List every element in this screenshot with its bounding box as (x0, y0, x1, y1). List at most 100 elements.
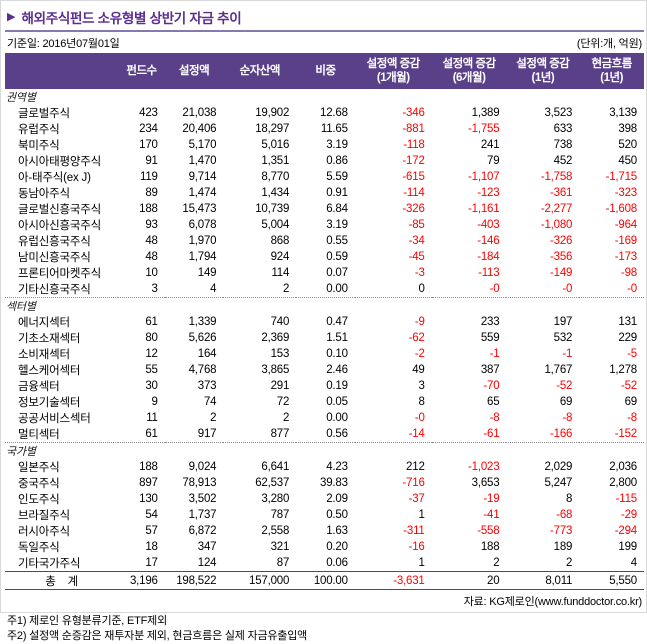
value-cell: 3 (151, 283, 158, 295)
value-cell: -29 (620, 509, 637, 521)
value-cell: -8 (489, 412, 500, 424)
value-cell: 3,502 (188, 493, 217, 505)
value-cell: 20,406 (182, 123, 217, 135)
value-cell: 2,029 (544, 461, 573, 473)
value-cell: -0 (489, 283, 500, 295)
value-cell: 0.20 (326, 541, 348, 553)
value-cell: 198,522 (164, 571, 224, 590)
value-cell: 2 (493, 557, 500, 569)
value-cell: 20 (431, 571, 507, 590)
value-cell: 164 (197, 348, 217, 360)
value-cell: -294 (614, 525, 637, 537)
table-row: 인도주식 130 3,502 3,280 2.09 -37 -19 8 -115 (5, 491, 644, 507)
value-cell: 3,865 (261, 364, 290, 376)
value-cell: -34 (408, 235, 425, 247)
row-label: 독일주식 (18, 542, 60, 554)
value-cell: 917 (197, 428, 217, 440)
value-cell: 9,024 (188, 461, 217, 473)
value-cell: -14 (408, 428, 425, 440)
unit-label: (단위:개, 억원) (576, 38, 642, 50)
table-row: 아시아태평양주식 91 1,470 1,351 0.86 -172 79 452 450 (5, 153, 644, 169)
value-cell: 0.05 (326, 396, 348, 408)
value-cell: -361 (550, 187, 573, 199)
value-cell: 2.09 (326, 493, 348, 505)
table-row: 유럽신흥국주식 48 1,970 868 0.55 -34 -146 -326 -169 (5, 233, 644, 249)
value-cell: 423 (139, 107, 158, 119)
row-label: 프론티어마켓주식 (18, 268, 102, 280)
table-row: 소비재섹터 12 164 153 0.10 -2 -1 -1 -5 (5, 346, 644, 362)
row-label: 유럽주식 (18, 124, 60, 136)
value-cell: 9 (151, 396, 158, 408)
value-cell: 3,653 (471, 477, 500, 489)
value-cell: 18,297 (255, 123, 290, 135)
value-cell: -558 (477, 525, 500, 537)
value-cell: 0.07 (326, 267, 348, 279)
table-row: 동남아주식 89 1,474 1,434 0.91 -114 -123 -361 -323 (5, 185, 644, 201)
value-cell: 234 (139, 123, 158, 135)
row-label: 인도주식 (18, 494, 60, 506)
value-cell: -8 (562, 412, 573, 424)
row-label: 중국주식 (18, 478, 60, 490)
fund-flow-table: 펀드수 설정액 순자산액 비중 설정액 증감 (1개월) 설정액 증감 (6개월) 설정액 증감… (5, 53, 644, 590)
table-row: 러시아주식 57 6,872 2,558 1.63 -311 -558 -773 -294 (5, 523, 644, 539)
value-cell: 787 (270, 509, 290, 521)
row-label: 러시아주식 (18, 526, 70, 538)
value-cell: 89 (145, 187, 158, 199)
value-cell: 877 (270, 428, 290, 440)
row-label: 에너지섹터 (18, 317, 70, 329)
value-cell: -615 (402, 171, 425, 183)
value-cell: -1,715 (605, 171, 638, 183)
row-label: 브라질주식 (18, 510, 70, 522)
row-label: 금융섹터 (18, 381, 60, 393)
row-label: 기타국가주식 (18, 558, 81, 570)
value-cell: 0.56 (326, 428, 348, 440)
value-cell: 2 (282, 283, 290, 295)
value-cell: 8 (566, 493, 573, 505)
value-cell: 3 (418, 380, 425, 392)
value-cell: 188 (139, 461, 158, 473)
arrow-right-icon: ▶ (7, 10, 16, 23)
value-cell: -146 (477, 235, 500, 247)
value-cell: 212 (406, 461, 425, 473)
value-cell: 2 (210, 412, 217, 424)
value-cell: 559 (480, 332, 500, 344)
value-cell: 79 (487, 155, 500, 167)
footnote-1: 주1) 제로인 유형분류기준, ETF제외 (7, 615, 168, 627)
value-cell: -1,608 (605, 203, 638, 215)
value-cell: -41 (483, 509, 500, 521)
value-cell: -172 (402, 155, 425, 167)
section-label: 섹터별 (5, 297, 644, 314)
value-cell: 130 (139, 493, 158, 505)
row-label: 글로벌신흥국주식 (18, 204, 102, 216)
value-cell: -9 (414, 316, 425, 328)
value-cell: 0.91 (326, 187, 348, 199)
value-cell: 452 (553, 155, 573, 167)
col-header-1: 설정액 (164, 53, 224, 89)
table-row: 헬스케어섹터 55 4,768 3,865 2.46 49 387 1,767 1,278 (5, 362, 644, 378)
value-cell: 8,770 (261, 171, 290, 183)
value-cell: -326 (402, 203, 425, 215)
table-row: 프론티어마켓주식 10 149 114 0.07 -3 -113 -149 -98 (5, 265, 644, 281)
value-cell: -113 (478, 267, 500, 279)
row-label: 동남아주식 (18, 188, 70, 200)
value-cell: 5,170 (188, 139, 217, 151)
value-cell: 520 (618, 139, 637, 151)
source-credit: 자료: KG제로인(www.funddoctor.co.kr) (463, 596, 642, 608)
value-cell: -16 (408, 541, 425, 553)
value-cell: 131 (618, 316, 637, 328)
value-cell: -1,023 (468, 461, 500, 473)
value-cell: 4 (630, 557, 637, 569)
value-cell: 153 (270, 348, 290, 360)
value-cell: 347 (197, 541, 217, 553)
value-cell: 91 (145, 155, 158, 167)
sub-header-row: 기준일: 2016년07월01일 (단위:개, 억원) (5, 33, 644, 53)
table-row: 중국주식 897 78,913 62,537 39.83 -716 3,653 5,247 2,… (5, 475, 644, 491)
value-cell: 48 (145, 235, 158, 247)
row-label: 아시아신흥국주식 (18, 220, 102, 232)
value-cell: 188 (480, 541, 500, 553)
value-cell: -184 (477, 251, 500, 263)
value-cell: 3,280 (261, 493, 290, 505)
section-header-row: 권역별 (5, 89, 644, 105)
value-cell: 2,558 (261, 525, 290, 537)
value-cell: 2,800 (609, 477, 637, 489)
